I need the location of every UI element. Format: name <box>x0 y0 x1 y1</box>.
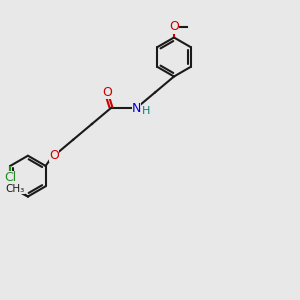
Text: H: H <box>142 106 150 116</box>
Text: Cl: Cl <box>4 171 16 184</box>
Text: O: O <box>169 20 179 34</box>
Text: O: O <box>49 149 59 162</box>
Text: N: N <box>132 102 141 115</box>
Text: O: O <box>102 86 112 99</box>
Text: CH₃: CH₃ <box>5 184 25 194</box>
